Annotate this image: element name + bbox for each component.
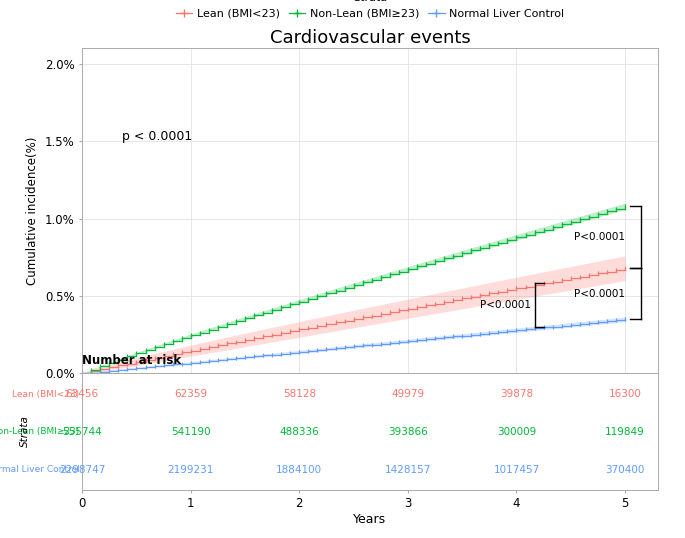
- Text: 39878: 39878: [500, 390, 533, 399]
- Text: 58128: 58128: [283, 390, 316, 399]
- Text: P<0.0001: P<0.0001: [479, 300, 531, 310]
- Text: P<0.0001: P<0.0001: [574, 232, 625, 242]
- Text: P<0.0001: P<0.0001: [574, 289, 625, 299]
- Title: Cardiovascular events: Cardiovascular events: [269, 29, 471, 47]
- Text: p < 0.0001: p < 0.0001: [123, 130, 192, 143]
- Text: 1884100: 1884100: [276, 465, 323, 475]
- Text: 555744: 555744: [62, 427, 102, 436]
- Text: 49979: 49979: [391, 390, 425, 399]
- Text: 393866: 393866: [388, 427, 427, 436]
- Text: 62359: 62359: [174, 390, 208, 399]
- Text: 119849: 119849: [605, 427, 645, 436]
- Text: Number at risk: Number at risk: [82, 353, 182, 366]
- Text: 1017457: 1017457: [493, 465, 540, 475]
- Text: 541190: 541190: [171, 427, 210, 436]
- Text: 1428157: 1428157: [385, 465, 431, 475]
- Text: Normal Liver Control: Normal Liver Control: [0, 465, 79, 475]
- Text: 16300: 16300: [608, 390, 641, 399]
- Text: 488336: 488336: [279, 427, 319, 436]
- Text: 370400: 370400: [606, 465, 645, 475]
- Text: Non-Lean (BMI≥23): Non-Lean (BMI≥23): [0, 427, 79, 436]
- Text: 300009: 300009: [497, 427, 536, 436]
- Text: 2298747: 2298747: [59, 465, 105, 475]
- X-axis label: Years: Years: [353, 513, 386, 526]
- Legend: Lean (BMI<23), Non-Lean (BMI≥23), Normal Liver Control: Lean (BMI<23), Non-Lean (BMI≥23), Normal…: [171, 0, 569, 24]
- Text: Lean (BMI<23): Lean (BMI<23): [12, 390, 79, 399]
- Y-axis label: Cumulative incidence(%): Cumulative incidence(%): [26, 137, 39, 285]
- Text: Strata: Strata: [20, 415, 29, 448]
- Text: 2199231: 2199231: [168, 465, 214, 475]
- Text: 63456: 63456: [66, 390, 99, 399]
